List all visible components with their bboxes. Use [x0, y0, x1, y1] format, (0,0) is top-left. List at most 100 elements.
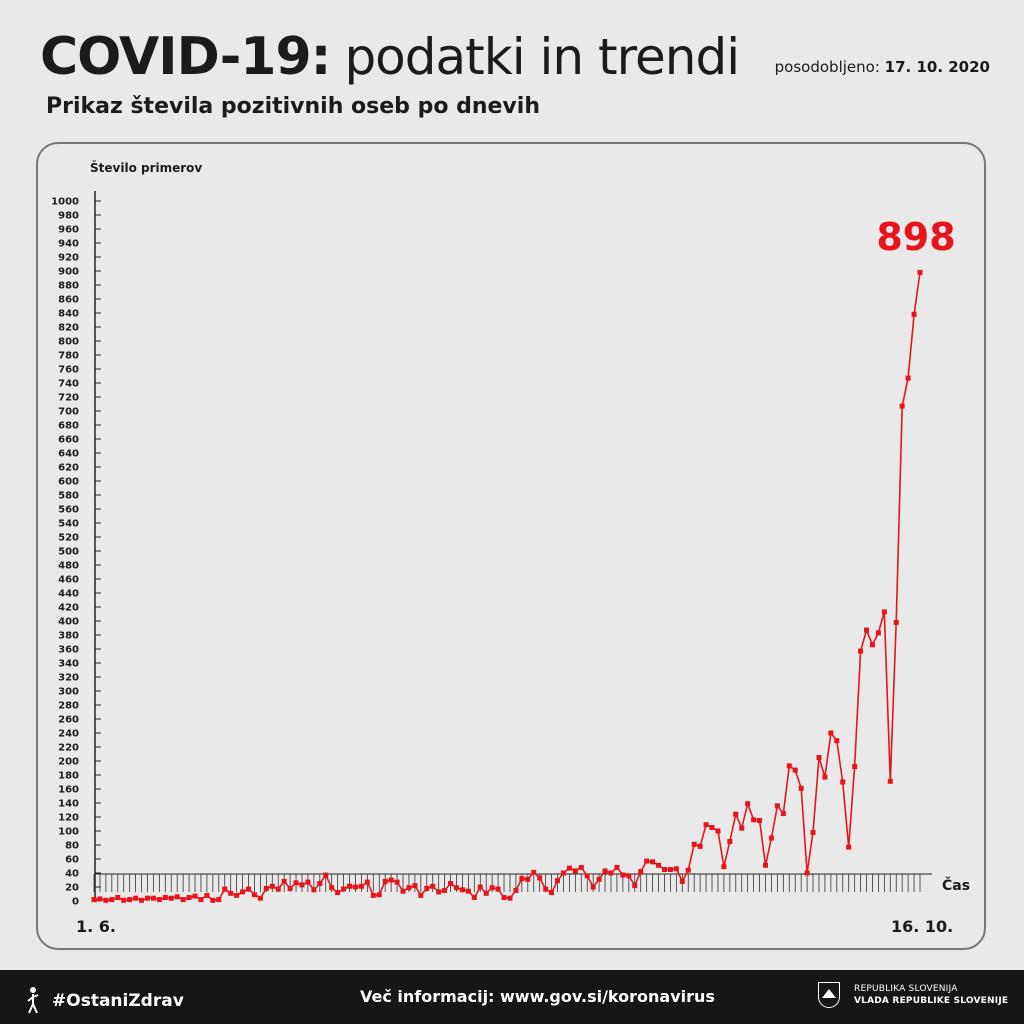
data-point: [834, 738, 840, 744]
y-tick-label: 160: [58, 785, 79, 796]
y-tick-label: 520: [58, 533, 79, 544]
data-point: [774, 803, 780, 809]
data-point: [317, 881, 323, 886]
y-tick-label: 820: [58, 323, 79, 334]
title-light: podatki in trendi: [344, 28, 740, 86]
data-point: [246, 886, 252, 892]
x-ticks: [93, 874, 921, 892]
data-point: [644, 858, 650, 864]
y-tick-label: 740: [58, 379, 79, 390]
data-point: [578, 864, 584, 870]
data-point: [596, 876, 602, 882]
data-point: [875, 630, 881, 636]
y-tick-label: 800: [58, 337, 79, 348]
data-point: [192, 893, 198, 899]
y-tick-label: 580: [58, 491, 79, 502]
y-tick-label: 460: [58, 575, 79, 586]
data-point: [287, 885, 293, 891]
y-tick-label: 280: [58, 701, 79, 712]
title-bold: COVID-19:: [40, 27, 331, 87]
data-point: [382, 878, 388, 884]
data-point: [436, 889, 442, 895]
data-point: [400, 888, 406, 894]
runner-figure-icon: [27, 987, 39, 1014]
data-point: [263, 885, 269, 891]
data-point: [109, 897, 115, 903]
data-point: [162, 895, 168, 900]
data-point: [792, 767, 798, 773]
data-point: [103, 897, 109, 903]
data-point: [370, 892, 376, 898]
x-start-label: 1. 6.: [76, 917, 116, 936]
series-line: [93, 272, 921, 902]
y-tick-label: 880: [58, 281, 79, 292]
data-point: [602, 868, 608, 874]
data-point: [608, 870, 614, 876]
y-tick-label: 560: [58, 505, 79, 516]
data-point: [620, 872, 626, 878]
data-point: [507, 895, 513, 901]
data-point: [358, 883, 364, 889]
data-point: [828, 730, 834, 736]
data-point: [281, 878, 287, 884]
data-point: [858, 648, 864, 654]
data-point: [471, 895, 477, 900]
y-tick-label: 960: [58, 225, 79, 236]
data-point: [679, 878, 685, 884]
data-point: [519, 876, 525, 882]
data-point: [465, 888, 471, 894]
x-axis-label: Čas: [942, 876, 970, 894]
data-point: [543, 886, 549, 892]
y-tick-label: 80: [65, 841, 79, 852]
government-logo: REPUBLIKA SLOVENIJA VLADA REPUBLIKE SLOV…: [818, 982, 1008, 1008]
data-point: [489, 885, 495, 891]
data-point: [240, 889, 246, 895]
data-point: [798, 785, 804, 791]
data-point: [376, 892, 382, 898]
y-ticks: 0 20 40 60 80 100 120 140 160 180 200 220 240 260 280 3…: [51, 197, 101, 908]
data-point: [418, 892, 424, 898]
y-tick-label: 980: [58, 211, 79, 222]
data-point: [822, 774, 828, 780]
data-point: [905, 375, 911, 381]
data-point: [632, 883, 638, 889]
y-tick-label: 600: [58, 477, 79, 488]
coat-of-arms-icon: [818, 982, 840, 1008]
data-point: [667, 867, 673, 872]
data-point: [881, 609, 887, 615]
data-point: [745, 801, 751, 807]
y-tick-label: 920: [58, 253, 79, 264]
data-point: [513, 888, 519, 893]
data-point: [121, 897, 127, 903]
data-point: [804, 870, 810, 876]
info-link[interactable]: Več informacij: www.gov.si/koronavirus: [360, 987, 715, 1006]
data-point: [299, 882, 305, 888]
gov-line-1: REPUBLIKA SLOVENIJA: [854, 984, 958, 994]
data-point: [614, 864, 620, 870]
data-point: [430, 883, 436, 889]
data-point: [234, 892, 240, 898]
data-point: [293, 880, 299, 886]
y-tick-label: 940: [58, 239, 79, 250]
data-point: [216, 897, 222, 903]
y-axis-label: Število primerov: [90, 160, 202, 175]
data-point: [156, 897, 162, 903]
data-point: [899, 403, 905, 409]
y-tick-label: 780: [58, 351, 79, 362]
data-point: [685, 867, 691, 873]
data-point: [661, 867, 667, 872]
y-tick-label: 420: [58, 603, 79, 614]
y-tick-label: 140: [58, 799, 79, 810]
data-point: [144, 895, 150, 901]
data-point: [709, 825, 715, 830]
data-point: [459, 887, 465, 893]
data-point: [139, 897, 145, 903]
y-tick-label: 200: [58, 757, 79, 768]
data-point: [780, 811, 786, 816]
data-point: [525, 876, 531, 882]
data-point: [453, 885, 459, 891]
data-point: [448, 881, 454, 886]
data-point: [150, 895, 156, 901]
data-point: [691, 841, 697, 847]
x-end-label: 16. 10.: [891, 917, 953, 936]
